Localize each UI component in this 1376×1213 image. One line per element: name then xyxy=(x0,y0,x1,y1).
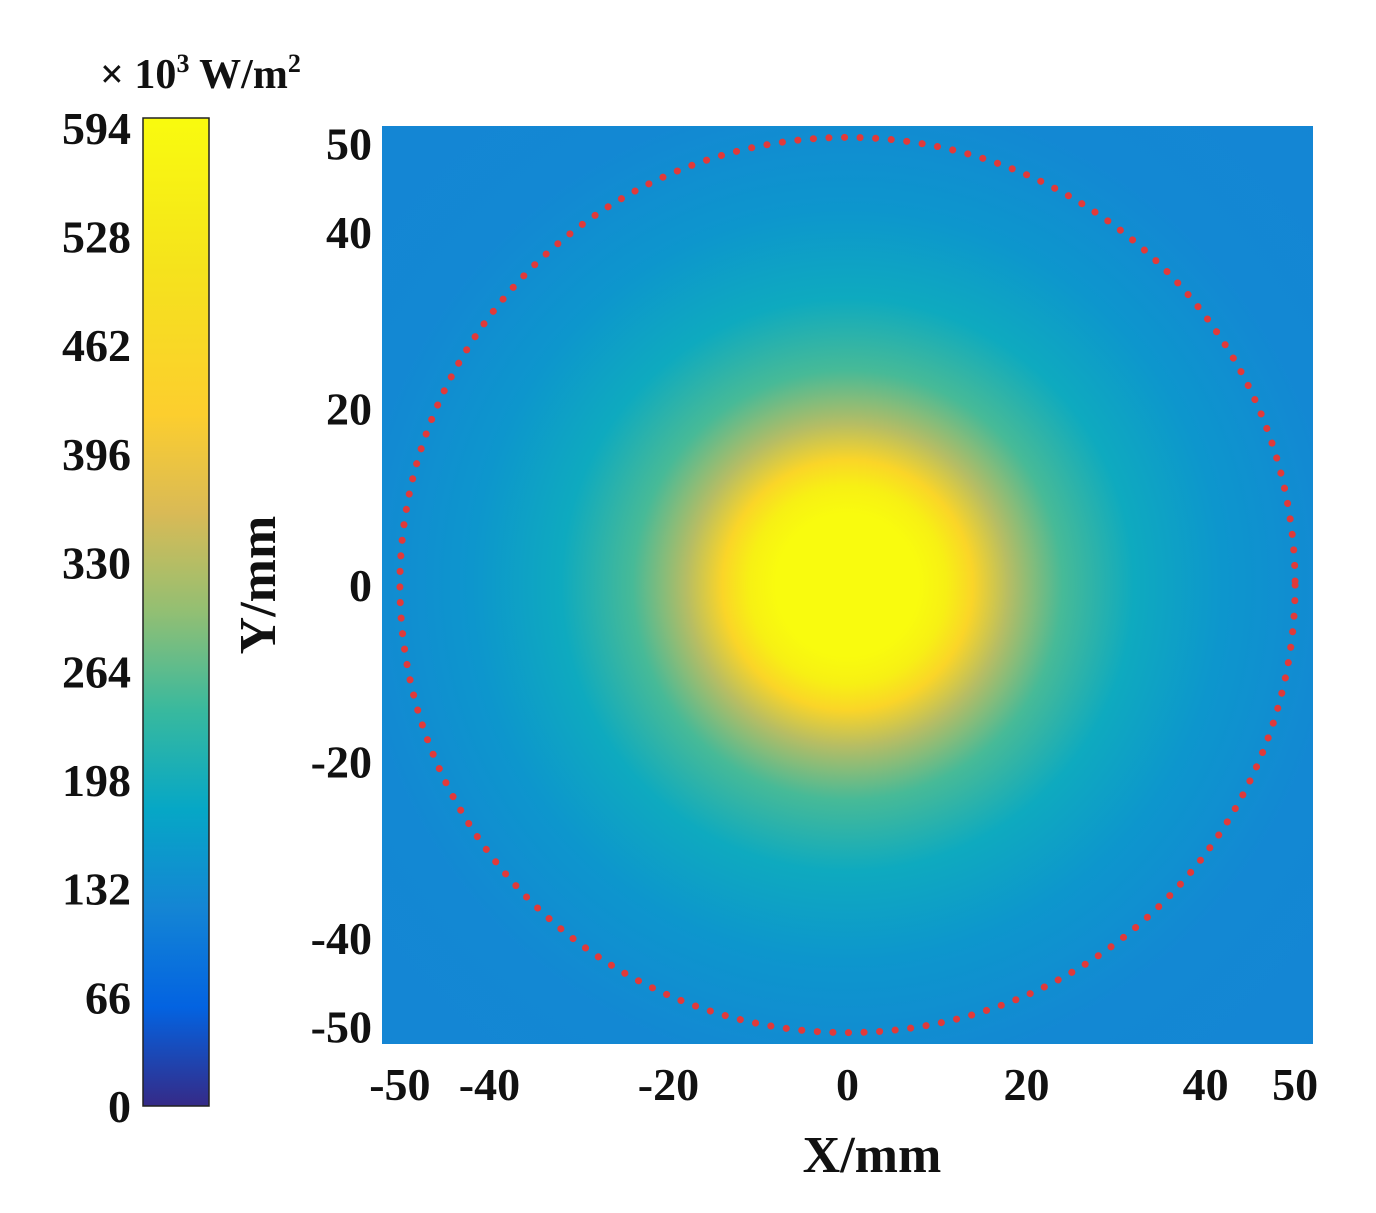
x-axis: -50 -40 -20 0 20 40 50 xyxy=(369,1059,1318,1110)
colorbar-tick-label: 396 xyxy=(62,429,131,480)
x-tick-label: 20 xyxy=(1004,1059,1050,1110)
x-tick-label: -40 xyxy=(459,1059,520,1110)
y-axis-label: Y/mm xyxy=(230,516,287,655)
plot-area xyxy=(382,126,1313,1044)
y-tick-label: 20 xyxy=(326,383,372,434)
y-tick-label: -40 xyxy=(311,913,372,964)
x-tick-label: 50 xyxy=(1272,1059,1318,1110)
y-axis: 50 40 20 0 -20 -40 -50 xyxy=(311,119,372,1053)
colorbar-tick-label: 198 xyxy=(62,755,131,806)
x-tick-label: 40 xyxy=(1183,1059,1229,1110)
y-tick-label: -50 xyxy=(311,1001,372,1052)
colorbar-tick-label: 330 xyxy=(62,538,131,589)
colorbar-tick-label: 0 xyxy=(108,1081,131,1132)
colorbar-gradient xyxy=(142,117,210,1107)
colorbar-tick-label: 264 xyxy=(62,646,131,697)
colorbar-tick-label: 594 xyxy=(62,103,131,154)
x-axis-label: X/mm xyxy=(803,1127,942,1184)
dotted-circle-boundary xyxy=(396,133,1299,1037)
y-tick-label: 0 xyxy=(349,560,372,611)
colorbar-unit-label: × 103 W/m2 xyxy=(100,49,301,98)
colorbar-tick-label: 462 xyxy=(62,320,131,371)
y-tick-label: 40 xyxy=(326,207,372,258)
colorbar-tick-label: 132 xyxy=(62,864,131,915)
colorbar-tick-label: 528 xyxy=(62,212,131,263)
x-tick-label: 0 xyxy=(836,1059,859,1110)
colorbar: 0 66 132 198 264 330 396 462 528 594 xyxy=(62,103,210,1132)
y-tick-label: 50 xyxy=(326,119,372,170)
x-tick-label: -20 xyxy=(638,1059,699,1110)
x-tick-label: -50 xyxy=(369,1059,430,1110)
colorbar-tick-label: 66 xyxy=(85,972,131,1023)
y-tick-label: -20 xyxy=(311,737,372,788)
heatmap-field xyxy=(382,126,1313,1044)
